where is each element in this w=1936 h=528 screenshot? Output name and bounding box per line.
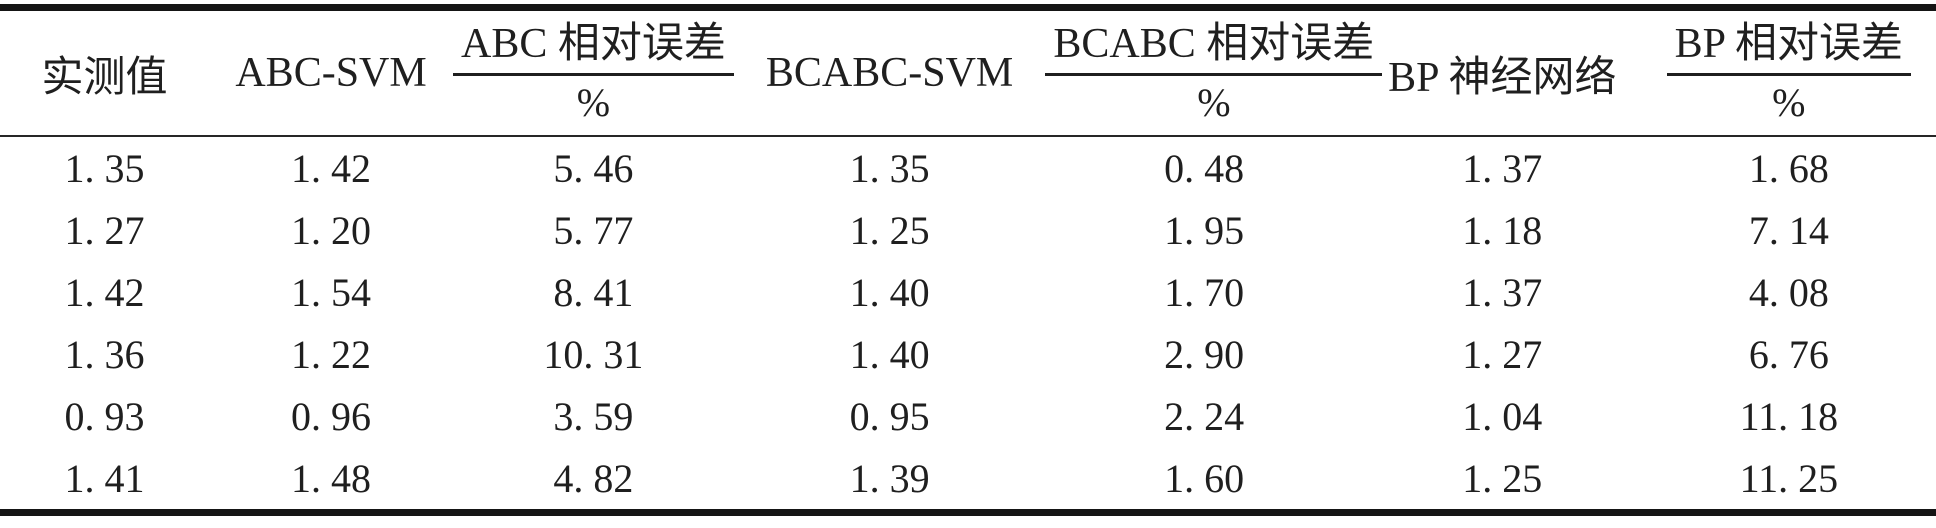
table-row: 1. 42 1. 54 8. 41 1. 40 1. 70 1. 37 4. 0… xyxy=(0,261,1936,323)
table-cell: 1. 42 xyxy=(64,269,145,315)
table-cell: 0. 93 xyxy=(64,393,145,439)
table-cell: 1. 39 xyxy=(849,455,930,501)
fraction-header: ABC 相对误差 % xyxy=(453,22,734,124)
table-cell: 5. 46 xyxy=(553,145,634,191)
table-cell: 1. 36 xyxy=(64,331,145,377)
table-row: 0. 93 0. 96 3. 59 0. 95 2. 24 1. 04 11. … xyxy=(0,385,1936,447)
fraction-header: BCABC 相对误差 % xyxy=(1045,22,1383,126)
table-cell: 7. 14 xyxy=(1748,207,1829,253)
fraction-numerator: BP 相对误差 xyxy=(1666,22,1911,77)
column-header-bcabc-relative-error: BCABC 相对误差 % xyxy=(1045,7,1383,137)
table-cell: 3. 59 xyxy=(553,393,634,439)
column-header-label: BCABC-SVM xyxy=(765,50,1014,96)
table-cell: 1. 25 xyxy=(1462,455,1543,501)
table-cell: 1. 37 xyxy=(1462,269,1543,315)
table-cell: 1. 48 xyxy=(291,455,372,501)
fraction-unit: % xyxy=(1197,80,1231,126)
table-cell: 1. 60 xyxy=(1164,455,1245,501)
table-cell: 1. 25 xyxy=(849,207,930,253)
table-cell: 0. 95 xyxy=(849,393,930,439)
table-cell: 4. 82 xyxy=(553,455,634,501)
column-header-label: 实测值 xyxy=(41,54,168,101)
table-cell: 1. 20 xyxy=(291,207,372,253)
column-header-bp-neural-network: BP 神经网络 xyxy=(1362,7,1642,137)
column-header-label: ABC-SVM xyxy=(235,50,427,96)
table-cell: 1. 95 xyxy=(1164,207,1245,253)
table-cell: 1. 70 xyxy=(1164,269,1245,315)
table-cell: 1. 22 xyxy=(291,331,372,377)
table-cell: 1. 40 xyxy=(849,331,930,377)
column-header-bcabc-svm: BCABC-SVM xyxy=(733,7,1046,137)
fraction-header: BP 相对误差 % xyxy=(1666,22,1911,126)
table-body: 1. 35 1. 42 5. 46 1. 35 0. 48 1. 37 1. 6… xyxy=(0,136,1936,513)
table-cell: 1. 35 xyxy=(64,145,145,191)
table-cell: 1. 27 xyxy=(1462,331,1543,377)
table-cell: 1. 42 xyxy=(291,145,372,191)
table-cell: 1. 40 xyxy=(849,269,930,315)
fraction-numerator: ABC 相对误差 xyxy=(453,22,734,77)
table-cell: 6. 76 xyxy=(1748,331,1829,377)
column-header-measured-value: 实测值 xyxy=(0,7,210,137)
table-cell: 11. 18 xyxy=(1739,393,1839,439)
table-cell: 10. 31 xyxy=(543,331,644,377)
table-cell: 1. 41 xyxy=(64,455,145,501)
table-cell: 4. 08 xyxy=(1748,269,1829,315)
table-cell: 5. 77 xyxy=(553,207,634,253)
results-table: 实测值 ABC-SVM ABC 相对误差 % BCABC-SVM BCABC xyxy=(0,4,1936,516)
table-cell: 11. 25 xyxy=(1739,455,1839,501)
table-cell: 2. 90 xyxy=(1164,331,1245,377)
fraction-unit: % xyxy=(576,80,611,126)
table-row: 1. 36 1. 22 10. 31 1. 40 2. 90 1. 27 6. … xyxy=(0,323,1936,385)
table-row: 1. 41 1. 48 4. 82 1. 39 1. 60 1. 25 11. … xyxy=(0,447,1936,513)
table-cell: 1. 18 xyxy=(1462,207,1543,253)
table-cell: 1. 35 xyxy=(849,145,930,191)
fraction-numerator: BCABC 相对误差 xyxy=(1045,22,1383,77)
table-cell: 0. 96 xyxy=(291,393,372,439)
column-header-abc-svm: ABC-SVM xyxy=(209,7,453,137)
table-cell: 1. 37 xyxy=(1462,145,1543,191)
column-header-bp-relative-error: BP 相对误差 % xyxy=(1641,7,1936,137)
column-header-label: BP 神经网络 xyxy=(1388,54,1617,101)
table-header: 实测值 ABC-SVM ABC 相对误差 % BCABC-SVM BCABC xyxy=(0,7,1936,137)
table-cell: 0. 48 xyxy=(1164,145,1245,191)
table-cell: 1. 27 xyxy=(64,207,145,253)
column-header-abc-relative-error: ABC 相对误差 % xyxy=(453,7,734,137)
fraction-unit: % xyxy=(1772,80,1806,126)
table-cell: 1. 54 xyxy=(291,269,372,315)
table-cell: 8. 41 xyxy=(553,269,634,315)
table-row: 1. 35 1. 42 5. 46 1. 35 0. 48 1. 37 1. 6… xyxy=(0,136,1936,199)
table-row: 1. 27 1. 20 5. 77 1. 25 1. 95 1. 18 7. 1… xyxy=(0,199,1936,261)
table-header-row: 实测值 ABC-SVM ABC 相对误差 % BCABC-SVM BCABC xyxy=(0,7,1936,137)
table-cell: 1. 04 xyxy=(1462,393,1543,439)
table-cell: 2. 24 xyxy=(1164,393,1245,439)
table-cell: 1. 68 xyxy=(1748,145,1829,191)
